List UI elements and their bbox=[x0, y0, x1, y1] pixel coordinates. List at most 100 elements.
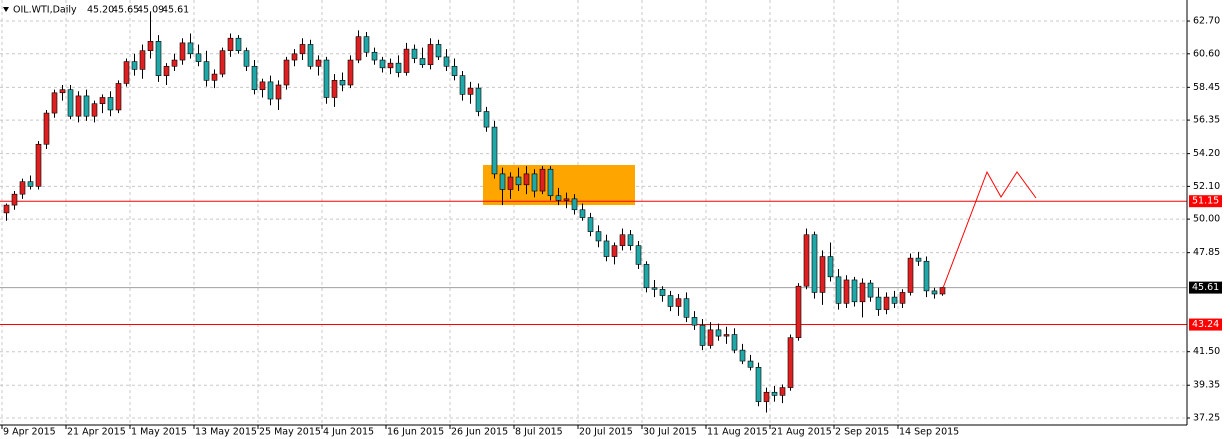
y-tick-label: 41.50 bbox=[1193, 346, 1220, 357]
candle-body bbox=[755, 366, 762, 402]
candle-body bbox=[67, 89, 74, 117]
candle-body bbox=[243, 50, 250, 67]
candle-body bbox=[467, 87, 474, 95]
candle-body bbox=[187, 42, 194, 55]
ohlc-low: 45.09 bbox=[137, 5, 164, 16]
x-tick-label: 30 Jul 2015 bbox=[643, 427, 697, 438]
candle-body bbox=[859, 282, 866, 303]
candle-body bbox=[851, 279, 858, 303]
ohlc-close: 45.61 bbox=[162, 5, 189, 16]
candle-body bbox=[315, 59, 322, 67]
y-tick-label: 39.35 bbox=[1193, 380, 1220, 391]
x-tick-label: 8 Jul 2015 bbox=[515, 427, 563, 438]
candle-body bbox=[907, 257, 914, 293]
candle-body bbox=[203, 61, 210, 81]
candle-body bbox=[59, 89, 66, 94]
candle-body bbox=[211, 73, 218, 81]
candle-body bbox=[43, 112, 50, 145]
candle-body bbox=[707, 329, 714, 346]
x-tick-label: 13 May 2015 bbox=[195, 427, 257, 438]
candle-body bbox=[283, 59, 290, 86]
candle-body bbox=[91, 103, 98, 117]
candle-body bbox=[827, 256, 834, 278]
candle-body bbox=[811, 234, 818, 293]
candle-body bbox=[675, 298, 682, 307]
level-label: 45.61 bbox=[1192, 282, 1219, 293]
grid-layer bbox=[0, 0, 1187, 425]
candle-body bbox=[763, 391, 770, 402]
candle-body bbox=[843, 279, 850, 304]
x-tick-label: 9 Apr 2015 bbox=[3, 427, 56, 438]
candle-body bbox=[435, 44, 442, 58]
candle-body bbox=[795, 285, 802, 338]
candle-body bbox=[523, 173, 530, 186]
candle-body bbox=[155, 41, 162, 76]
candle-body bbox=[779, 387, 786, 396]
candle-body bbox=[99, 97, 106, 105]
candle-body bbox=[395, 62, 402, 73]
candle-body bbox=[123, 61, 130, 84]
candle-body bbox=[819, 256, 826, 293]
candle-body bbox=[931, 290, 938, 295]
candle-body bbox=[179, 42, 186, 61]
candle-body bbox=[651, 287, 658, 290]
y-tick-label: 56.35 bbox=[1193, 115, 1220, 126]
x-tick-label: 20 Jul 2015 bbox=[579, 427, 633, 438]
candle-body bbox=[515, 176, 522, 186]
x-tick-label: 2 Sep 2015 bbox=[835, 427, 889, 438]
y-tick-label: 37.25 bbox=[1193, 412, 1220, 423]
x-tick-label: 11 Aug 2015 bbox=[707, 427, 768, 438]
y-tick-label: 47.85 bbox=[1193, 247, 1220, 258]
y-tick-label: 60.60 bbox=[1193, 48, 1220, 59]
candle-body bbox=[659, 289, 666, 296]
candle-body bbox=[115, 83, 122, 111]
candle-body bbox=[619, 234, 626, 246]
candle-body bbox=[499, 173, 506, 190]
candle-body bbox=[339, 80, 346, 86]
candle-body bbox=[379, 59, 386, 69]
candle-body bbox=[347, 59, 354, 86]
candle-body bbox=[307, 44, 314, 67]
candle-body bbox=[275, 84, 282, 100]
candle-body bbox=[939, 287, 946, 295]
candle-body bbox=[355, 36, 362, 61]
x-tick-label: 14 Sep 2015 bbox=[899, 427, 959, 438]
ohlc-open: 45.20 bbox=[87, 5, 114, 16]
candle-body bbox=[107, 97, 114, 111]
candle-body bbox=[883, 296, 890, 310]
candle-body bbox=[643, 264, 650, 289]
candle-body bbox=[603, 240, 610, 257]
candle-body bbox=[899, 292, 906, 304]
x-tick-label: 16 Jun 2015 bbox=[387, 427, 444, 438]
candle-body bbox=[915, 257, 922, 262]
candle-body bbox=[51, 92, 58, 114]
level-label: 43.24 bbox=[1192, 319, 1219, 330]
level-layer bbox=[0, 200, 1187, 326]
candle-body bbox=[259, 81, 266, 90]
candle-body bbox=[699, 324, 706, 346]
candle-body bbox=[587, 217, 594, 232]
candle-body bbox=[3, 204, 10, 214]
candle-body bbox=[139, 50, 146, 70]
level-label-box bbox=[1189, 281, 1222, 294]
candle-body bbox=[923, 260, 930, 292]
candle-body bbox=[171, 59, 178, 67]
y-tick-label: 58.45 bbox=[1193, 82, 1220, 93]
candle-body bbox=[579, 209, 586, 218]
candle-body bbox=[483, 111, 490, 128]
candle-body bbox=[195, 53, 202, 62]
candle-body bbox=[531, 173, 538, 192]
y-tick-label: 50.00 bbox=[1193, 214, 1220, 225]
level-label-box bbox=[1189, 318, 1222, 331]
level-label: 51.15 bbox=[1192, 196, 1219, 207]
candle-body bbox=[787, 337, 794, 388]
candle-body bbox=[227, 37, 234, 51]
candle-body bbox=[411, 48, 418, 59]
candle-body bbox=[163, 65, 170, 76]
candle-body bbox=[27, 181, 34, 187]
projection-line bbox=[942, 170, 1037, 289]
candle-body bbox=[547, 168, 554, 197]
x-tick-label: 1 May 2015 bbox=[131, 427, 187, 438]
candle-body bbox=[219, 50, 226, 75]
